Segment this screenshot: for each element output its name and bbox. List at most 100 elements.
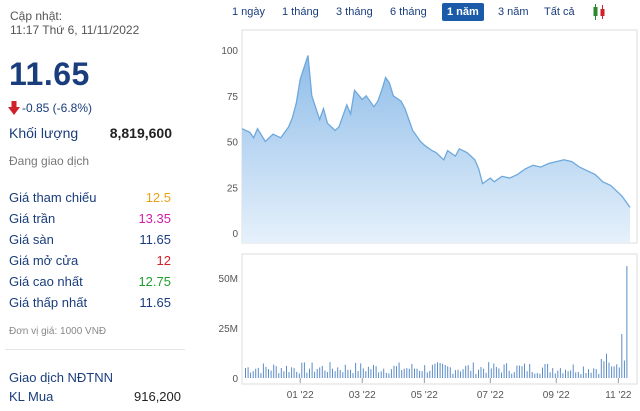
volume-bar xyxy=(457,369,459,378)
update-info: Cập nhật: 11:17 Thứ 6, 11/11/2022 xyxy=(10,9,139,37)
volume-bar xyxy=(534,373,536,378)
volume-bar xyxy=(606,353,607,378)
volume-bar xyxy=(332,368,333,378)
volume-bar xyxy=(590,372,592,378)
stat-high: Giá cao nhất 12.75 xyxy=(9,274,171,294)
updated-label: Cập nhật: xyxy=(10,9,63,23)
stat-value: 11.65 xyxy=(139,295,171,310)
tab-3-months[interactable]: 3 tháng xyxy=(336,6,373,18)
volume-bar xyxy=(503,364,505,378)
volume-bar xyxy=(344,364,346,378)
volume-bar xyxy=(493,363,495,378)
volume-bar xyxy=(257,367,259,378)
volume-bar xyxy=(283,371,285,378)
volume-bar xyxy=(511,373,513,378)
volume-bar xyxy=(462,369,464,378)
volume-bar xyxy=(370,369,372,378)
stat-label: Giá mở cửa xyxy=(9,253,79,268)
volume-bar xyxy=(518,365,520,378)
volume-bar xyxy=(480,367,482,378)
volume-bar xyxy=(470,370,472,378)
volume-bar xyxy=(547,363,549,378)
price-axis: 0 25 50 75 100 xyxy=(221,46,238,240)
quote-panel: Cập nhật: 11:17 Thứ 6, 11/11/2022 11.65 … xyxy=(0,0,190,411)
volume-tick-label: 50M xyxy=(219,274,238,285)
foreign-buy-value: 916,200 xyxy=(134,389,181,404)
volume-bar xyxy=(319,367,321,378)
volume-tick-label: 25M xyxy=(219,324,238,335)
date-tick-label: 11 '22 xyxy=(605,390,632,401)
volume-bar xyxy=(408,368,410,378)
price-series xyxy=(241,55,631,243)
tab-1-day[interactable]: 1 ngày xyxy=(232,6,266,18)
volume-bar xyxy=(406,368,408,378)
volume-tick-label: 0 xyxy=(232,374,238,385)
volume-bar xyxy=(475,373,477,378)
volume-bar xyxy=(321,365,323,378)
volume-bar xyxy=(516,365,518,378)
volume-bar xyxy=(393,365,395,378)
foreign-buy-label: KL Mua xyxy=(9,389,54,404)
volume-bar xyxy=(324,370,326,378)
volume-bar xyxy=(577,372,579,378)
volume-bar xyxy=(559,368,561,378)
volume-bar xyxy=(437,362,438,378)
volume-bar xyxy=(444,365,446,378)
stat-label: Giá thấp nhất xyxy=(9,295,88,310)
foreign-trading-title: Giao dịch NĐTNN xyxy=(9,370,114,385)
volume-bar xyxy=(326,372,328,378)
volume-bar xyxy=(414,368,415,378)
volume-bar xyxy=(247,367,249,378)
volume-bar xyxy=(539,373,541,378)
price-volume-chart: 0 25 50 75 100 0 25M 50M 01 '22 03 '22 05 '22 07 … xyxy=(219,29,638,401)
volume-bar xyxy=(306,372,308,378)
tab-all[interactable]: Tất cả xyxy=(544,6,575,18)
volume-bar xyxy=(426,372,428,378)
volume-bar xyxy=(552,368,554,378)
volume-bar xyxy=(557,370,559,378)
tab-3-years[interactable]: 3 năm xyxy=(498,6,529,18)
stat-value: 12.75 xyxy=(138,274,171,289)
change-value: -0.85 (-6.8%) xyxy=(22,101,93,115)
price-tick-label: 75 xyxy=(227,92,239,103)
price-line xyxy=(241,55,631,208)
volume-bar xyxy=(588,369,589,378)
volume-bar xyxy=(303,362,305,378)
tab-1-month[interactable]: 1 tháng xyxy=(282,6,319,18)
stat-ceiling: Giá trần 13.35 xyxy=(9,211,171,231)
volume-bar xyxy=(245,368,246,378)
volume-bar xyxy=(311,362,313,378)
date-axis: 01 '22 03 '22 05 '22 07 '22 09 '22 11 '22 xyxy=(287,378,632,401)
volume-bar xyxy=(288,372,290,378)
volume-bar xyxy=(508,370,510,378)
volume-bar xyxy=(611,366,613,378)
volume-bar xyxy=(390,369,392,378)
stat-floor: Giá sàn 11.65 xyxy=(9,232,171,252)
unit-note: Đơn vị giá: 1000 VNĐ xyxy=(9,326,107,337)
volume-bar xyxy=(334,371,336,378)
volume-bar xyxy=(403,368,405,378)
current-price: 11.65 xyxy=(9,56,90,92)
volume-bar xyxy=(513,372,515,378)
volume-bar xyxy=(521,366,523,378)
volume-plot-border xyxy=(241,253,638,385)
chart-panel: 1 ngày 1 tháng 3 tháng 6 tháng 1 năm 3 n… xyxy=(190,0,640,411)
volume-bar xyxy=(293,368,295,378)
volume-bar xyxy=(286,365,287,378)
volume-bar xyxy=(580,374,582,378)
tab-6-months[interactable]: 6 tháng xyxy=(390,6,427,18)
stat-value: 13.35 xyxy=(138,211,171,226)
volume-bar xyxy=(411,363,413,378)
candlestick-icon[interactable] xyxy=(592,3,606,26)
volume-bar xyxy=(380,371,382,378)
volume-bar xyxy=(385,372,387,378)
tab-1-year[interactable]: 1 năm xyxy=(442,3,484,21)
volume-bar xyxy=(278,373,280,378)
price-tick-label: 50 xyxy=(227,138,239,149)
volume-bar xyxy=(442,363,444,378)
volume-bar xyxy=(495,367,497,378)
volume-bar xyxy=(582,366,584,378)
trading-status: Đang giao dịch xyxy=(9,154,90,168)
volume-bar xyxy=(316,369,318,378)
volume-bar xyxy=(449,367,451,378)
